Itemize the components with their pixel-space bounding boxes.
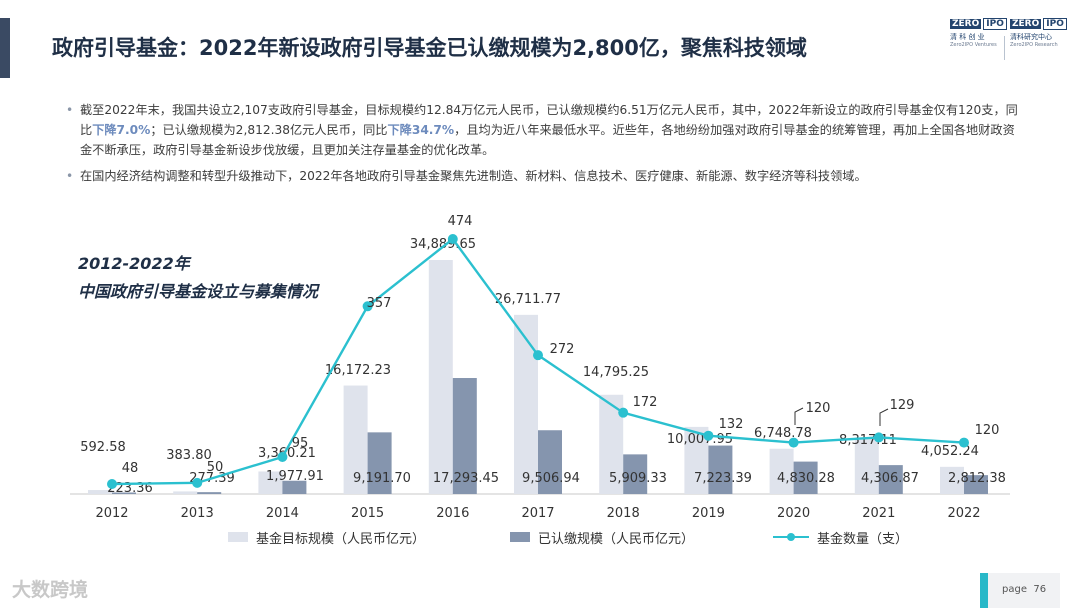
x-tick-label-2012: 2012 <box>95 506 128 521</box>
bar-paid-2013 <box>197 492 222 494</box>
page-footer <box>980 573 1060 608</box>
data-label-paid-2014: 1,977.91 <box>266 469 324 484</box>
chart-title: 2012-2022年 中国政府引导基金设立与募集情况 <box>78 254 319 301</box>
bar-paid-2015 <box>367 432 392 494</box>
data-label-count-2015: 357 <box>367 296 392 311</box>
x-tick-label-2020: 2020 <box>777 506 810 521</box>
data-label-paid-2017: 9,506.94 <box>522 471 580 486</box>
data-label-target-2019: 10,007.95 <box>667 432 733 447</box>
bar-paid-2017 <box>538 430 562 494</box>
data-label-paid-2013: 277.39 <box>189 471 235 486</box>
bar-target-2021 <box>854 438 879 494</box>
x-tick-label-2016: 2016 <box>436 506 469 521</box>
data-label-count-2022: 120 <box>975 423 1000 438</box>
count-point-2014 <box>277 451 288 462</box>
bar-paid-2022 <box>964 475 988 494</box>
data-label-target-2020: 6,748.78 <box>754 426 812 441</box>
data-label-target-2022: 4,052.24 <box>921 444 979 459</box>
count-point-2012 <box>107 479 117 489</box>
bar-paid-2012 <box>112 492 136 494</box>
legend-paid: 已认缴规模（人民币亿元） <box>510 527 694 547</box>
bullet-item: 截至2022年末，我国共设立2,107支政府引导基金，目标规模约12.84万亿元… <box>66 100 1026 160</box>
bar-paid-2018 <box>623 454 648 494</box>
watermark: 大数跨境 <box>12 579 89 601</box>
leader-line-2021 <box>879 408 889 426</box>
zero2ipo-ventures-logo: ZERO IPO 清 科 创 业 Zero2IPO Ventures <box>950 18 1008 54</box>
data-label-count-2021: 129 <box>890 398 915 413</box>
title-accent <box>0 18 10 78</box>
bar-paid-2014 <box>282 480 307 494</box>
data-label-paid-2021: 4,306.87 <box>861 471 919 486</box>
data-label-paid-2016: 17,293.45 <box>433 471 499 486</box>
data-label-count-2014: 95 <box>292 436 309 451</box>
legend-paid-swatch <box>510 532 530 542</box>
data-label-target-2015: 16,172.23 <box>325 363 391 378</box>
data-label-paid-2018: 5,909.33 <box>609 471 667 486</box>
bar-paid-2019 <box>708 445 733 494</box>
x-tick-label-2019: 2019 <box>692 506 725 521</box>
page-number: page 76 <box>1002 584 1047 595</box>
count-point-2017 <box>533 350 543 361</box>
logo-divider <box>1004 36 1005 60</box>
x-tick-label-2014: 2014 <box>266 506 299 521</box>
data-label-target-2012: 592.58 <box>80 440 126 455</box>
bar-target-2015 <box>343 385 368 494</box>
x-tick-label-2017: 2017 <box>521 506 554 521</box>
data-label-paid-2015: 9,191.70 <box>353 471 411 486</box>
legend-count: 基金数量（支） <box>773 527 908 547</box>
count-point-2015 <box>362 301 373 312</box>
page-accent <box>980 573 988 608</box>
x-tick-label-2021: 2021 <box>862 506 895 521</box>
data-label-paid-2022: 2,812.38 <box>948 471 1006 486</box>
data-label-target-2017: 26,711.77 <box>495 292 561 307</box>
bar-target-2016 <box>428 260 453 494</box>
x-tick-label-2018: 2018 <box>607 506 640 521</box>
page-title: 政府引导基金：2022年新设政府引导基金已认缴规模为2,800亿，聚焦科技领域 <box>52 36 807 60</box>
data-label-count-2012: 48 <box>122 461 139 476</box>
x-tick-label-2013: 2013 <box>181 506 214 521</box>
data-label-count-2019: 132 <box>719 417 744 432</box>
count-point-2020 <box>788 437 799 448</box>
count-point-2019 <box>703 430 714 441</box>
data-label-paid-2019: 7,223.39 <box>694 471 752 486</box>
data-label-target-2018: 14,795.25 <box>583 365 649 380</box>
summary-bullets: 截至2022年末，我国共设立2,107支政府引导基金，目标规模约12.84万亿元… <box>66 100 1026 192</box>
x-tick-label-2015: 2015 <box>351 506 384 521</box>
zero2ipo-research-logo: ZERO IPO 清科研究中心 Zero2IPO Research <box>1010 18 1068 54</box>
legend-target: 基金目标规模（人民币亿元） <box>228 527 425 547</box>
bar-paid-2021 <box>878 465 903 494</box>
data-label-paid-2020: 4,830.28 <box>777 471 835 486</box>
legend-count-swatch <box>773 533 809 541</box>
bar-target-2020 <box>769 448 794 494</box>
data-label-paid-2012: 223.36 <box>107 481 153 496</box>
count-point-2022 <box>959 437 969 448</box>
title-bar: 政府引导基金：2022年新设政府引导基金已认缴规模为2,800亿，聚焦科技领域 <box>0 18 1080 78</box>
count-point-2013 <box>192 477 203 488</box>
bar-paid-2020 <box>793 461 818 494</box>
data-label-count-2018: 172 <box>633 395 658 410</box>
bar-target-2019 <box>684 426 709 494</box>
legend-target-swatch <box>228 532 248 542</box>
bullet-item: 在国内经济结构调整和转型升级推动下，2022年各地政府引导基金聚焦先进制造、新材… <box>66 166 1026 186</box>
data-label-target-2016: 34,889.65 <box>410 237 476 252</box>
bar-target-2017 <box>514 314 538 494</box>
count-point-2016 <box>447 234 458 244</box>
data-label-count-2017: 272 <box>550 342 575 357</box>
data-label-target-2021: 8,317.11 <box>839 433 897 448</box>
bar-target-2013 <box>173 491 198 494</box>
bar-target-2022 <box>940 466 964 494</box>
count-point-2021 <box>873 432 884 443</box>
bar-target-2014 <box>258 471 283 494</box>
bar-paid-2016 <box>452 378 477 494</box>
data-label-count-2016: 474 <box>448 214 473 229</box>
data-label-target-2013: 383.80 <box>166 448 212 463</box>
x-tick-label-2022: 2022 <box>947 506 980 521</box>
data-label-count-2013: 50 <box>207 460 224 475</box>
count-point-2018 <box>618 407 629 418</box>
bar-target-2012 <box>88 490 112 494</box>
data-label-target-2014: 3,360.21 <box>258 446 316 461</box>
bar-target-2018 <box>599 394 624 494</box>
data-label-count-2020: 120 <box>806 401 831 416</box>
leader-line-2020 <box>794 407 804 425</box>
